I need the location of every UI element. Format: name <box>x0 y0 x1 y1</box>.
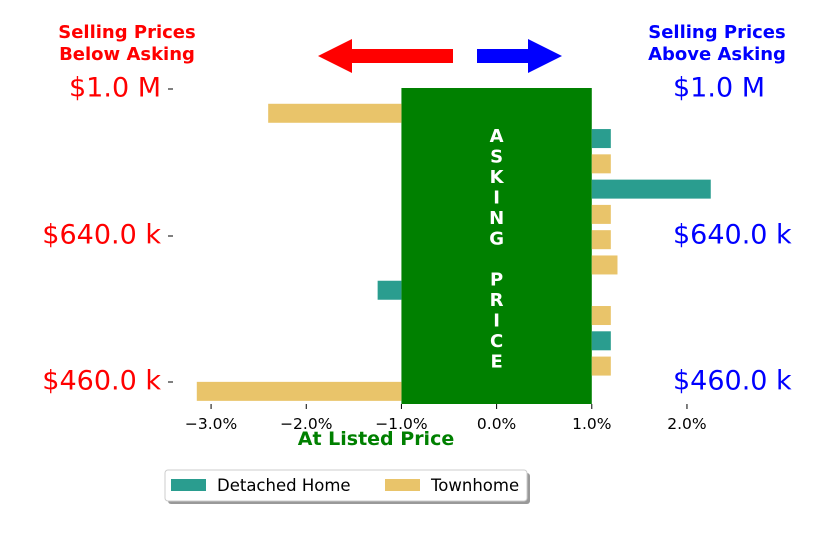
price-label-left: $1.0 M <box>69 73 161 104</box>
right-title-line-1: Selling Prices <box>648 22 785 43</box>
detached-home-bar <box>377 280 402 300</box>
left-title-line-1: Selling Prices <box>58 22 195 43</box>
detached-home-bar <box>591 331 611 351</box>
x-tick-label: 0.0% <box>477 415 516 433</box>
band-letter: A <box>490 126 504 147</box>
band-letter: P <box>490 270 503 291</box>
band-letter: I <box>493 311 500 332</box>
right-arrow-icon <box>477 39 562 73</box>
legend-label-townhome: Townhome <box>430 476 519 495</box>
band-letter: G <box>489 229 504 250</box>
townhome-bar <box>591 356 611 376</box>
legend-swatch-detached-home <box>171 479 206 491</box>
price-label-left: $640.0 k <box>42 220 161 251</box>
townhome-bar <box>591 154 611 174</box>
townhome-bar <box>591 255 618 275</box>
x-tick-label: 2.0% <box>667 415 706 433</box>
price-label-right: $640.0 k <box>673 220 792 251</box>
band-letter: N <box>489 208 504 229</box>
band-letter: S <box>490 147 503 168</box>
townhome-bar <box>196 381 402 401</box>
townhome-bar <box>591 306 611 326</box>
price-label-right: $460.0 k <box>673 366 792 397</box>
price-label-right: $1.0 M <box>673 73 765 104</box>
detached-home-bar <box>591 179 711 199</box>
detached-home-bar <box>591 129 611 149</box>
asking-price-band <box>401 88 592 404</box>
x-tick-label: −2.0% <box>280 415 332 433</box>
band-letter: R <box>490 290 504 311</box>
band-letter: C <box>490 331 503 352</box>
band-letter: K <box>490 167 505 188</box>
left-title-line-2: Below Asking <box>59 44 195 65</box>
townhome-bar <box>591 230 611 250</box>
right-title-line-2: Above Asking <box>648 44 786 65</box>
legend-label-detached-home: Detached Home <box>217 476 351 495</box>
legend-swatch-townhome <box>385 479 420 491</box>
townhome-bar <box>268 103 402 123</box>
x-tick-label: −3.0% <box>185 415 237 433</box>
x-tick-label: −1.0% <box>375 415 427 433</box>
townhome-bar <box>591 204 611 224</box>
legend-box <box>164 469 528 502</box>
band-letter: I <box>493 188 500 209</box>
band-letter: E <box>490 352 502 373</box>
x-axis-label: At Listed Price <box>298 428 454 450</box>
x-tick-label: 1.0% <box>572 415 611 433</box>
price-label-left: $460.0 k <box>42 366 161 397</box>
left-arrow-icon <box>318 39 453 73</box>
